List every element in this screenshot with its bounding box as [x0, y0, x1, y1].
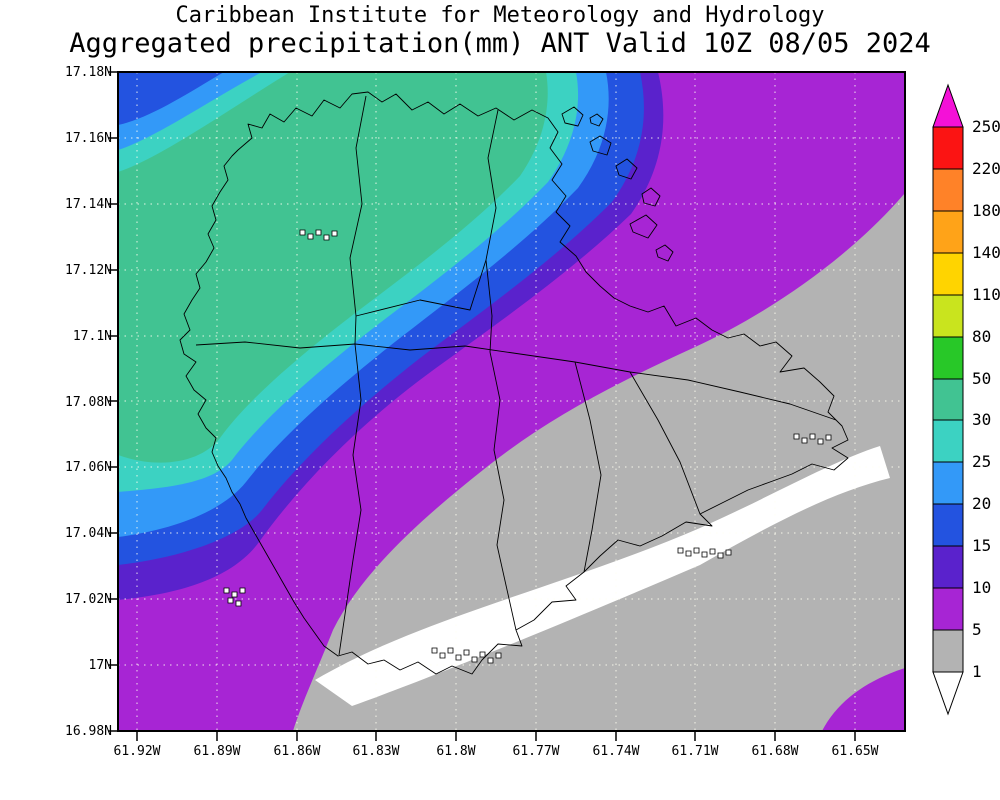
parish-boundary	[489, 351, 517, 631]
colorbar-over-arrow	[932, 83, 964, 128]
y-tick-label: 17.08N	[65, 395, 112, 410]
y-tick-label: 17.06N	[65, 460, 112, 475]
colorbar-segment	[932, 629, 964, 673]
colorbar-segment	[932, 252, 964, 296]
parish-boundary	[629, 371, 701, 515]
colorbar-level-label: 15	[972, 536, 991, 555]
colorbar-level-label: 10	[972, 578, 991, 597]
colorbar-level-label: 110	[972, 285, 1000, 304]
y-tick-label: 17N	[89, 658, 112, 673]
product-title: Aggregated precipitation(mm) ANT Valid 1…	[69, 28, 931, 59]
x-tick-label: 61.8W	[436, 744, 475, 759]
y-tick-label: 16.98N	[65, 724, 112, 739]
y-tick-label: 17.04N	[65, 526, 112, 541]
parish-boundary	[574, 361, 602, 573]
axis-ticks	[108, 71, 856, 741]
parish-boundary	[195, 341, 837, 421]
colorbar-segment	[932, 545, 964, 589]
x-tick-label: 61.92W	[114, 744, 161, 759]
y-tick-label: 17.1N	[73, 329, 112, 344]
colorbar-level-label: 250	[972, 117, 1000, 136]
colorbar-segment	[932, 294, 964, 338]
y-tick-label: 17.16N	[65, 131, 112, 146]
colorbar-level-label: 25	[972, 452, 991, 471]
colorbar-segment	[932, 336, 964, 380]
x-tick-label: 61.68W	[752, 744, 799, 759]
x-tick-label: 61.89W	[194, 744, 241, 759]
colorbar-level-label: 180	[972, 201, 1000, 220]
x-axis-labels: 61.92W 61.89W 61.86W 61.83W 61.8W 61.77W…	[114, 744, 879, 759]
parish-boundary	[349, 95, 367, 345]
colorbar-segment	[932, 378, 964, 421]
contour-field	[118, 72, 905, 731]
x-tick-label: 61.86W	[274, 744, 321, 759]
parish-boundary	[355, 259, 487, 317]
x-tick-label: 61.65W	[832, 744, 879, 759]
colorbar-level-label: 50	[972, 369, 991, 388]
institute-title: Caribbean Institute for Meteorology and …	[175, 3, 825, 28]
colorbar-segment	[932, 587, 964, 631]
band-under-1mm	[315, 446, 890, 706]
y-tick-label: 17.18N	[65, 65, 112, 80]
colorbar-segment	[932, 168, 964, 212]
band-5-10mm-corner	[822, 668, 905, 731]
x-tick-label: 61.74W	[593, 744, 640, 759]
y-tick-label: 17.12N	[65, 263, 112, 278]
x-tick-label: 61.83W	[353, 744, 400, 759]
parish-boundary	[338, 343, 362, 656]
settlement-boxes	[223, 229, 832, 664]
colorbar-level-label: 80	[972, 327, 991, 346]
colorbar-level-label: 140	[972, 243, 1000, 262]
coastline-outline	[179, 91, 849, 675]
y-tick-label: 17.14N	[65, 197, 112, 212]
colorbar-level-label: 220	[972, 159, 1000, 178]
colorbar-level-label: 20	[972, 494, 991, 513]
colorbar-labels: 250 220 180 140 110 80 50 30 25 20 15 10…	[972, 117, 1000, 681]
colorbar-segment	[932, 419, 964, 463]
x-tick-label: 61.71W	[672, 744, 719, 759]
antigua-coastline	[179, 91, 849, 675]
colorbar-level-label: 5	[972, 620, 982, 639]
gridlines	[118, 72, 905, 731]
parish-boundary	[485, 109, 499, 353]
colorbar-segment	[932, 126, 964, 170]
colorbar-under-arrow	[932, 671, 964, 716]
colorbar-segment	[932, 461, 964, 505]
offshore-islands	[561, 106, 674, 262]
colorbar-segment	[932, 210, 964, 254]
colorbar-level-label: 30	[972, 410, 991, 429]
colorbar: 250 220 180 140 110 80 50 30 25 20 15 10…	[932, 83, 1000, 716]
y-tick-label: 17.02N	[65, 592, 112, 607]
x-tick-label: 61.77W	[513, 744, 560, 759]
colorbar-segment	[932, 503, 964, 547]
y-axis-labels: 17.18N 17.16N 17.14N 17.12N 17.1N 17.08N…	[65, 65, 112, 739]
colorbar-level-label: 1	[972, 662, 982, 681]
